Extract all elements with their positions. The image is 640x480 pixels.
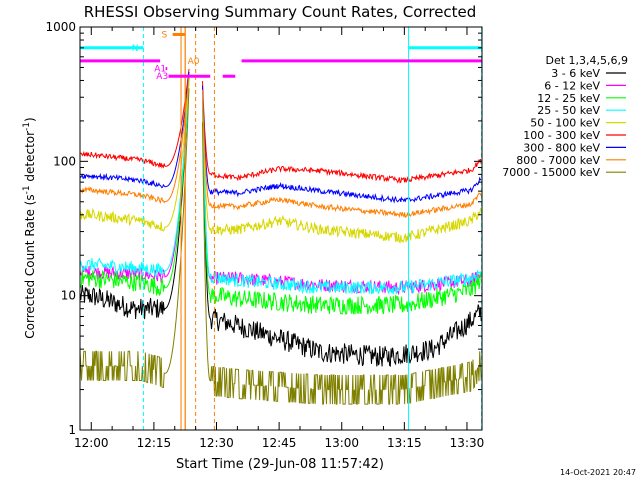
- legend-label-1: 3 - 6 keV: [551, 67, 600, 80]
- y-tick-label-2: 10: [61, 289, 76, 303]
- state-a1-label: A1: [154, 65, 166, 75]
- series-layer: [79, 68, 482, 405]
- chart-title: RHESSI Observing Summary Count Rates, Co…: [84, 3, 477, 21]
- series-line-4: [79, 80, 482, 295]
- series-line-8: [79, 74, 482, 219]
- x-tick-label-6: 13:15: [387, 436, 422, 450]
- x-tick-label-3: 12:30: [199, 436, 234, 450]
- series-line-1: [79, 74, 482, 367]
- axis-layer: 12:00 12:15 12:30 12:45 13:00 13:15 13:30 1 10 10…: [45, 20, 484, 450]
- x-tick-label-4: 12:45: [262, 436, 297, 450]
- y-axis-label-part1: Corrected Count Rate (s: [23, 194, 37, 338]
- series-line-6: [79, 68, 482, 184]
- legend-label-6: 100 - 300 keV: [523, 129, 600, 142]
- legend-label-5: 50 - 100 keV: [530, 117, 600, 130]
- state-n-label: N: [132, 44, 139, 54]
- plot-frame: [79, 26, 483, 431]
- legend-title: Det 1,3,4,5,6,9: [545, 54, 628, 67]
- legend-label-9: 7000 - 15000 keV: [502, 166, 600, 179]
- x-tick-label-5: 13:00: [324, 436, 359, 450]
- legend-label-4: 25 - 50 keV: [537, 104, 600, 117]
- x-tick-label-2: 12:15: [137, 436, 172, 450]
- y-axis-label-part2: detector: [23, 131, 37, 186]
- y-tick-label-1: 1: [68, 423, 76, 437]
- y-axis-label-sup2: -1: [22, 122, 32, 131]
- legend-label-3: 12 - 25 keV: [537, 92, 600, 105]
- x-tick-label-7: 13:30: [450, 436, 485, 450]
- series-line-3: [79, 79, 482, 315]
- legend-label-2: 6 - 12 keV: [544, 79, 600, 92]
- y-tick-label-4: 1000: [45, 20, 76, 34]
- x-tick-label-1: 12:00: [74, 436, 109, 450]
- legend-label-7: 300 - 800 keV: [523, 141, 600, 154]
- y-axis-label-sup1: -1: [22, 185, 32, 194]
- y-axis-label: Corrected Count Rate (s-1 detector-1): [22, 117, 37, 338]
- series-line-5: [79, 81, 482, 244]
- state-s-label: S: [161, 30, 167, 40]
- state-a3-label: A3: [156, 72, 168, 82]
- legend-label-8: 800 - 7000 keV: [516, 154, 600, 167]
- series-line-7: [79, 71, 482, 204]
- footer-timestamp: 14-Oct-2021 20:47: [560, 468, 636, 477]
- state-a0-label: A0: [188, 57, 200, 67]
- x-axis-label: Start Time (29-Jun-08 11:57:42): [176, 457, 384, 472]
- y-tick-label-3: 100: [53, 154, 76, 168]
- y-axis-label-part3: ): [23, 117, 37, 122]
- series-line-9: [79, 88, 482, 405]
